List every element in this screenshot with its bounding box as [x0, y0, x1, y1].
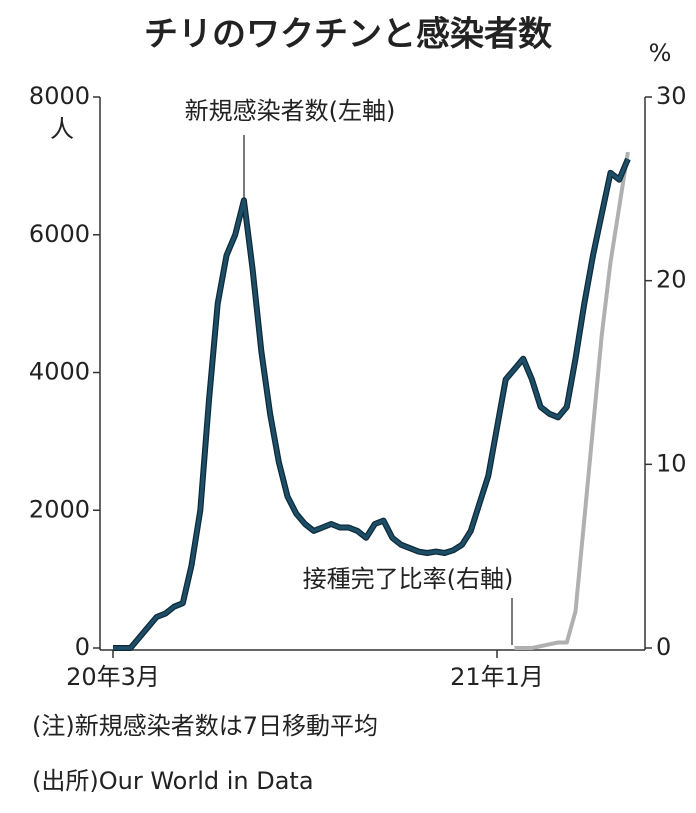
y2-tick-label: 10 [656, 449, 687, 477]
y-tick-label: 4000 [29, 358, 90, 386]
line [514, 151, 630, 650]
annotation: 接種完了比率(右軸) [303, 565, 514, 593]
y2-unit: % [649, 39, 672, 67]
y-unit: 人 [50, 115, 74, 143]
y-tick-label: 6000 [29, 220, 90, 248]
annotation: 新規感染者数(左軸) [185, 97, 396, 125]
y-tick-label: 2000 [29, 495, 90, 523]
y2-tick-label: 30 [656, 82, 687, 110]
y-tick-label: 8000 [29, 82, 90, 110]
note: (注)新規感染者数は7日移動平均 [32, 712, 378, 740]
line [113, 158, 630, 650]
x-tick-label: 21年1月 [450, 663, 544, 691]
chart-title: チリのワクチンと感染者数 [144, 15, 552, 55]
note: (出所)Our World in Data [32, 767, 314, 795]
y2-tick-label: 0 [656, 633, 671, 661]
y2-tick-label: 20 [656, 266, 687, 294]
y-tick-label: 0 [75, 633, 90, 661]
x-tick-label: 20年3月 [66, 663, 160, 691]
